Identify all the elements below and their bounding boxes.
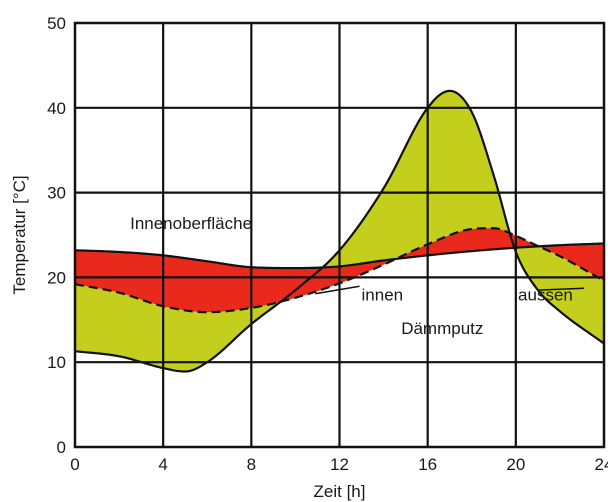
annotation-label: innen (362, 285, 404, 304)
innen-leader-line (315, 285, 360, 295)
y-tick-label: 10 (47, 353, 66, 372)
aussen-line (74, 89, 605, 373)
x-tick-label: 8 (247, 455, 256, 474)
grid-lines (75, 23, 604, 447)
x-tick-label: 24 (595, 455, 608, 474)
innen-line (74, 227, 605, 314)
annotation-label: aussen (518, 285, 573, 304)
x-tick-label: 12 (330, 455, 349, 474)
annotations: Innenoberfläche innen aussen Dämmputz (130, 214, 573, 338)
annotation-label: Innenoberfläche (130, 214, 252, 233)
annotation-leaders (315, 285, 585, 295)
aussen-leader-line (537, 287, 585, 291)
y-axis-label: Temperatur [°C] (10, 175, 29, 294)
y-tick-label: 50 (47, 14, 66, 33)
y-tick-label: 30 (47, 184, 66, 203)
innenoberflaeche-line (74, 242, 605, 270)
x-tick-labels: 0 4 8 12 16 20 24 (70, 455, 608, 474)
annotation-label: Dämmputz (401, 319, 483, 338)
y-tick-label: 0 (57, 438, 66, 457)
x-tick-label: 16 (418, 455, 437, 474)
x-axis-label: Zeit [h] (314, 482, 366, 501)
x-tick-label: 0 (70, 455, 79, 474)
y-tick-label: 40 (47, 99, 66, 118)
x-tick-label: 20 (506, 455, 525, 474)
plot-frame (73, 21, 606, 449)
y-tick-label: 20 (47, 268, 66, 287)
x-tick-label: 4 (158, 455, 167, 474)
daemmputz-band (75, 90, 604, 372)
y-tick-labels: 0 10 20 30 40 50 (47, 14, 66, 457)
